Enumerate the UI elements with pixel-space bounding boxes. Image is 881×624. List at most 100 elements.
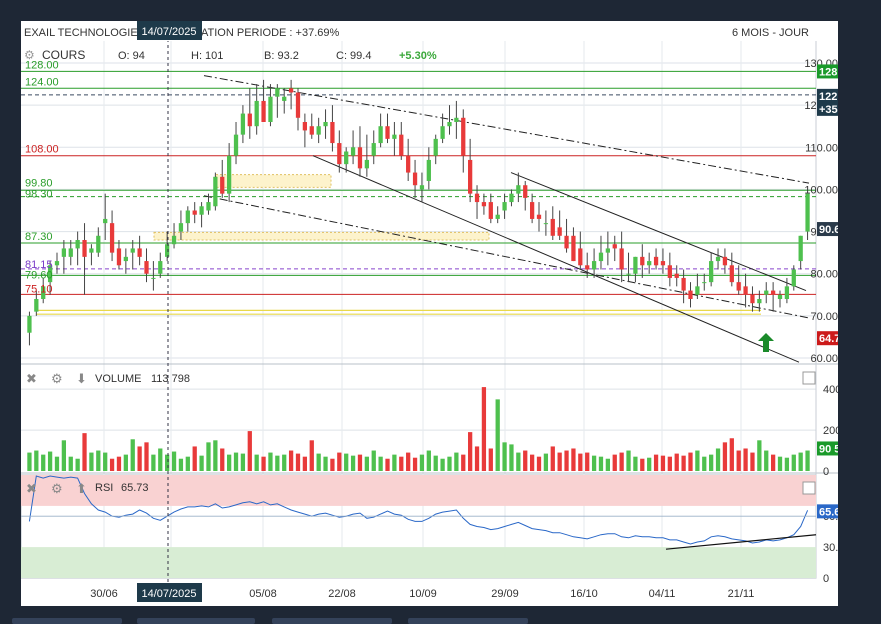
ohlc-open: O: 94 [118, 50, 145, 62]
price-tag-pct: +35.1% [819, 104, 838, 116]
candle-body [130, 248, 135, 253]
candle-body [41, 286, 46, 299]
bottom-tab-4[interactable] [408, 618, 528, 624]
ohlc-low: B: 93.2 [264, 50, 299, 62]
rsi-panel-checkbox [802, 481, 816, 495]
candle-body [626, 273, 631, 275]
candle-body [640, 256, 645, 266]
volume-bar [344, 453, 349, 471]
chart-title-left: EXAIL TECHNOLOGIE [24, 27, 138, 39]
volume-bar [695, 450, 700, 471]
candle-body [344, 151, 349, 165]
volume-bar [392, 454, 397, 471]
candle-body [68, 248, 73, 257]
candle-body [316, 126, 321, 135]
volume-bar [41, 454, 46, 471]
volume-bar [578, 453, 583, 471]
bottom-tab-3[interactable] [272, 618, 392, 624]
candle-body [578, 248, 583, 266]
volume-bar [474, 446, 480, 471]
supply-zone-rect [215, 174, 332, 188]
candle-body [633, 256, 638, 274]
upper-channel-line [510, 172, 807, 292]
candle-body [151, 277, 156, 279]
header-bar [21, 21, 816, 41]
candle-body [447, 122, 452, 127]
ohlc-label: COURS [42, 48, 85, 62]
price-tag-last-bg [817, 222, 838, 237]
candle-body [509, 193, 514, 203]
candle-body [653, 256, 659, 266]
volume-bar [736, 450, 741, 471]
volume-bar [529, 454, 535, 471]
level-label-99: 99.80 [25, 177, 53, 189]
candle-body [571, 235, 576, 262]
volume-bar [206, 442, 211, 471]
candle-body [47, 265, 53, 283]
volume-bar [123, 454, 128, 471]
candle-body [523, 185, 528, 198]
candle-body [529, 202, 535, 219]
volume-bar [309, 440, 314, 471]
candle-body [103, 218, 108, 224]
candle-body [550, 218, 555, 236]
rsi-overbought-zone [21, 475, 816, 506]
close-icon: ✖ [26, 481, 37, 496]
volume-bar [337, 452, 342, 471]
volume-tag-last-bg [817, 441, 838, 456]
volume-bar [660, 455, 666, 471]
price-axis-tick: 100.00 [804, 184, 838, 196]
candle-body [688, 290, 693, 299]
candle-body [371, 143, 376, 156]
volume-bar [757, 440, 762, 471]
candle-body [75, 240, 80, 249]
volume-bar [612, 454, 617, 471]
candle-body [674, 273, 679, 278]
x-axis-tick-label: 29/09 [491, 588, 519, 600]
level-label-128: 128.00 [25, 59, 59, 71]
candle-body [54, 261, 60, 266]
candle-body [337, 143, 342, 165]
candle-body [227, 155, 232, 194]
candle-body [247, 113, 252, 127]
volume-bar [461, 454, 466, 471]
candle-body [206, 202, 211, 211]
ohlc-close: C: 99.4 [336, 50, 371, 62]
candle-body [268, 96, 273, 122]
level-label-79: 79.60 [25, 269, 53, 281]
volume-bar [433, 455, 438, 471]
candle-body [330, 122, 335, 144]
volume-bar [254, 454, 259, 471]
candle-body [681, 277, 686, 291]
volume-bar [454, 452, 459, 471]
volume-bar [316, 453, 321, 471]
stock-chart-window: 130.00120.00110.00100.0090.0080.0070.006… [21, 21, 838, 606]
volume-bar [82, 433, 87, 471]
bottom-tab-strip [0, 616, 881, 624]
volume-bar [674, 453, 679, 471]
candle-body [461, 117, 466, 156]
price-candles [27, 79, 810, 346]
volume-bar [406, 452, 411, 471]
level-label-98: 98.30 [25, 189, 53, 201]
rsi-axis-tick: 0 [823, 573, 829, 585]
volume-bar [468, 432, 473, 471]
volume-bar [626, 450, 631, 471]
bottom-tab-2[interactable] [137, 618, 255, 624]
candle-body [695, 286, 700, 295]
price-tag-low-bg [817, 331, 838, 346]
lower-channel-line [312, 155, 800, 363]
candle-body [729, 265, 734, 283]
volume-bar [34, 450, 39, 471]
bottom-tab-1[interactable] [12, 618, 122, 624]
candle-body [474, 193, 480, 203]
candle-body [412, 172, 418, 186]
volume-bar [350, 455, 356, 471]
candle-body [192, 210, 197, 215]
candle-body [722, 256, 728, 266]
volume-axis-tick: 200K [823, 425, 838, 437]
volume-bar [275, 455, 280, 471]
price-axis-tick: 60.00 [810, 353, 838, 365]
trendlines [203, 75, 810, 363]
volume-bar [550, 446, 555, 471]
